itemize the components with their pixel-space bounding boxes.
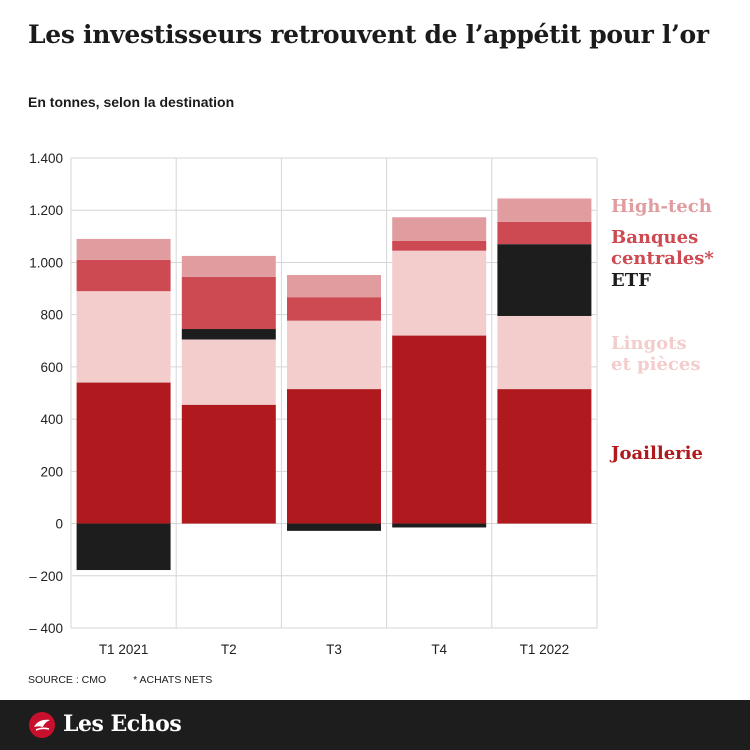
y-tick-label: – 400 bbox=[29, 621, 63, 636]
chart-title: Les investisseurs retrouvent de l’appéti… bbox=[28, 20, 709, 49]
bar-segment-joaillerie bbox=[76, 382, 171, 524]
chart-subtitle: En tonnes, selon la destination bbox=[28, 94, 235, 110]
y-tick-label: 0 bbox=[55, 517, 63, 532]
bar-segment-banques bbox=[76, 259, 171, 292]
x-tick-label: T3 bbox=[326, 642, 342, 657]
y-tick-label: 200 bbox=[40, 464, 63, 479]
y-tick-label: 1.200 bbox=[29, 203, 63, 218]
bar-segment-hightech bbox=[497, 198, 592, 222]
bar-segment-banques bbox=[181, 276, 276, 330]
bar-segment-hightech bbox=[392, 217, 487, 241]
bar-segment-banques bbox=[392, 240, 487, 251]
bar-segment-etf bbox=[76, 523, 171, 571]
bar-segment-etf bbox=[287, 523, 381, 531]
x-tick-label: T1 2021 bbox=[99, 642, 149, 657]
bar-segment-joaillerie bbox=[497, 389, 592, 524]
bar-segment-lingots bbox=[392, 250, 487, 336]
y-tick-label: 1.000 bbox=[29, 255, 63, 270]
legend-label-banques: Banques bbox=[611, 227, 698, 248]
source-line: SOURCE : CMO * ACHATS NETS bbox=[28, 674, 236, 686]
legend-label-hightech: High-tech bbox=[611, 196, 712, 217]
bar-segment-banques bbox=[287, 297, 381, 321]
bar-segment-hightech bbox=[181, 255, 276, 277]
bar-segment-etf bbox=[392, 523, 487, 528]
bar-segment-etf bbox=[181, 329, 276, 340]
bar-segment-hightech bbox=[287, 274, 381, 298]
y-tick-label: 1.400 bbox=[29, 151, 63, 166]
x-tick-label: T2 bbox=[221, 642, 237, 657]
legend-label-banques: centrales* bbox=[611, 248, 714, 269]
bar-segment-hightech bbox=[76, 238, 171, 260]
y-tick-label: 400 bbox=[40, 412, 63, 427]
brand-name: Les Echos bbox=[63, 711, 182, 737]
footnote-text: * ACHATS NETS bbox=[133, 674, 213, 686]
brand-footer: Les Echos bbox=[0, 700, 750, 750]
x-tick-label: T1 2022 bbox=[520, 642, 570, 657]
legend-label-lingots: et pièces bbox=[611, 354, 700, 375]
les-echos-logo-icon bbox=[29, 712, 55, 738]
source-text: SOURCE : CMO bbox=[28, 674, 107, 686]
legend-label-lingots: Lingots bbox=[611, 333, 687, 354]
bar-segment-lingots bbox=[497, 315, 592, 390]
legend-label-joaillerie: Joaillerie bbox=[609, 443, 703, 464]
bar-segment-joaillerie bbox=[181, 404, 276, 524]
bar-segment-banques bbox=[497, 221, 592, 245]
bar-segment-etf bbox=[497, 244, 592, 316]
bar-segment-lingots bbox=[287, 320, 381, 390]
bar-segment-joaillerie bbox=[392, 335, 487, 524]
bar-segment-joaillerie bbox=[287, 389, 381, 524]
y-tick-label: 800 bbox=[40, 308, 63, 323]
legend-label-etf: ETF bbox=[611, 270, 651, 291]
bar-segment-lingots bbox=[76, 291, 171, 383]
y-tick-label: 600 bbox=[40, 360, 63, 375]
x-tick-label: T4 bbox=[431, 642, 447, 657]
y-tick-label: – 200 bbox=[29, 569, 63, 584]
bar-segment-lingots bbox=[181, 339, 276, 405]
stacked-bar-chart: – 400 – 200 0 200 400 600 800 1.000 1.200 1.400 T1… bbox=[29, 151, 714, 657]
